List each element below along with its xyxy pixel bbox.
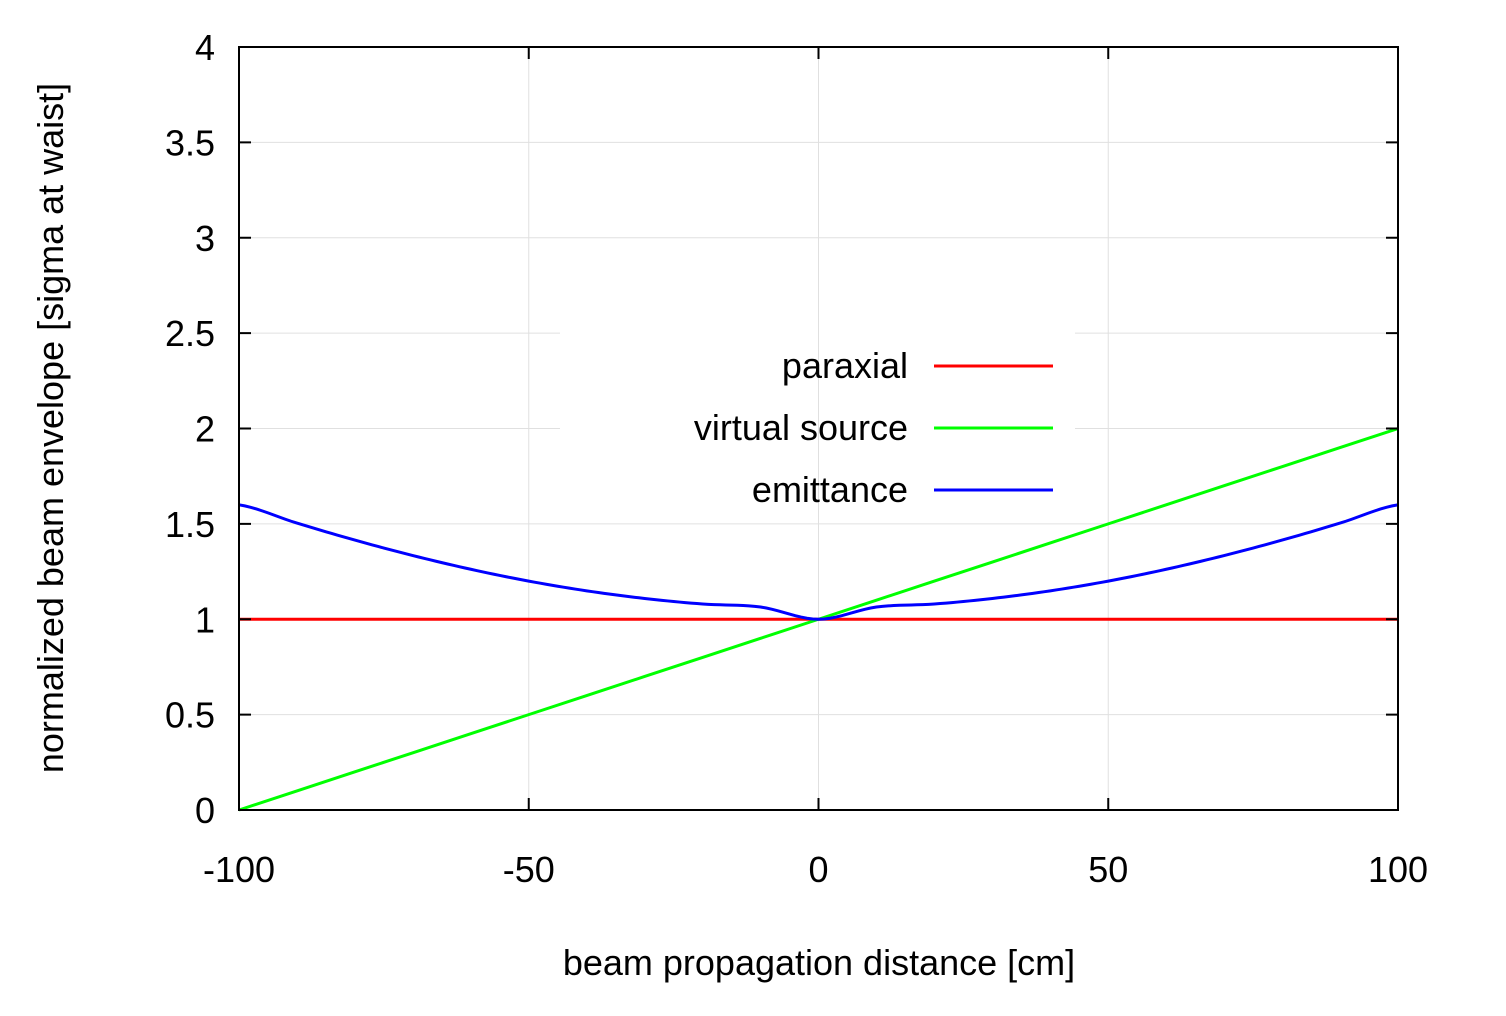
axis-ticks: -100 -50 0 50 100 0 0.5 1 1.5 2 2.5 3 3.5 4 xyxy=(165,27,1428,890)
y-tick-label: 3 xyxy=(195,218,215,259)
legend-label-paraxial: paraxial xyxy=(782,345,908,386)
x-tick-label: 100 xyxy=(1368,849,1428,890)
legend: paraxial virtual source emittance xyxy=(694,345,1053,510)
y-tick-label: 3.5 xyxy=(165,122,215,163)
legend-label-virtual-source: virtual source xyxy=(694,407,908,448)
y-tick-label: 4 xyxy=(195,27,215,68)
x-tick-label: -100 xyxy=(203,849,275,890)
y-axis-title: normalized beam envelope [sigma at waist… xyxy=(30,83,71,773)
y-tick-label: 2.5 xyxy=(165,313,215,354)
legend-label-emittance: emittance xyxy=(752,469,908,510)
y-tick-label: 0 xyxy=(195,790,215,831)
series-line-emittance xyxy=(238,503,1399,621)
y-tick-label: 1.5 xyxy=(165,504,215,545)
y-tick-label: 2 xyxy=(195,409,215,450)
y-tick-label: 0.5 xyxy=(165,695,215,736)
x-axis-title: beam propagation distance [cm] xyxy=(563,942,1075,983)
x-tick-label: 50 xyxy=(1088,849,1128,890)
x-tick-label: 0 xyxy=(808,849,828,890)
x-tick-label: -50 xyxy=(503,849,555,890)
y-tick-label: 1 xyxy=(195,599,215,640)
series-lines xyxy=(238,427,1399,812)
